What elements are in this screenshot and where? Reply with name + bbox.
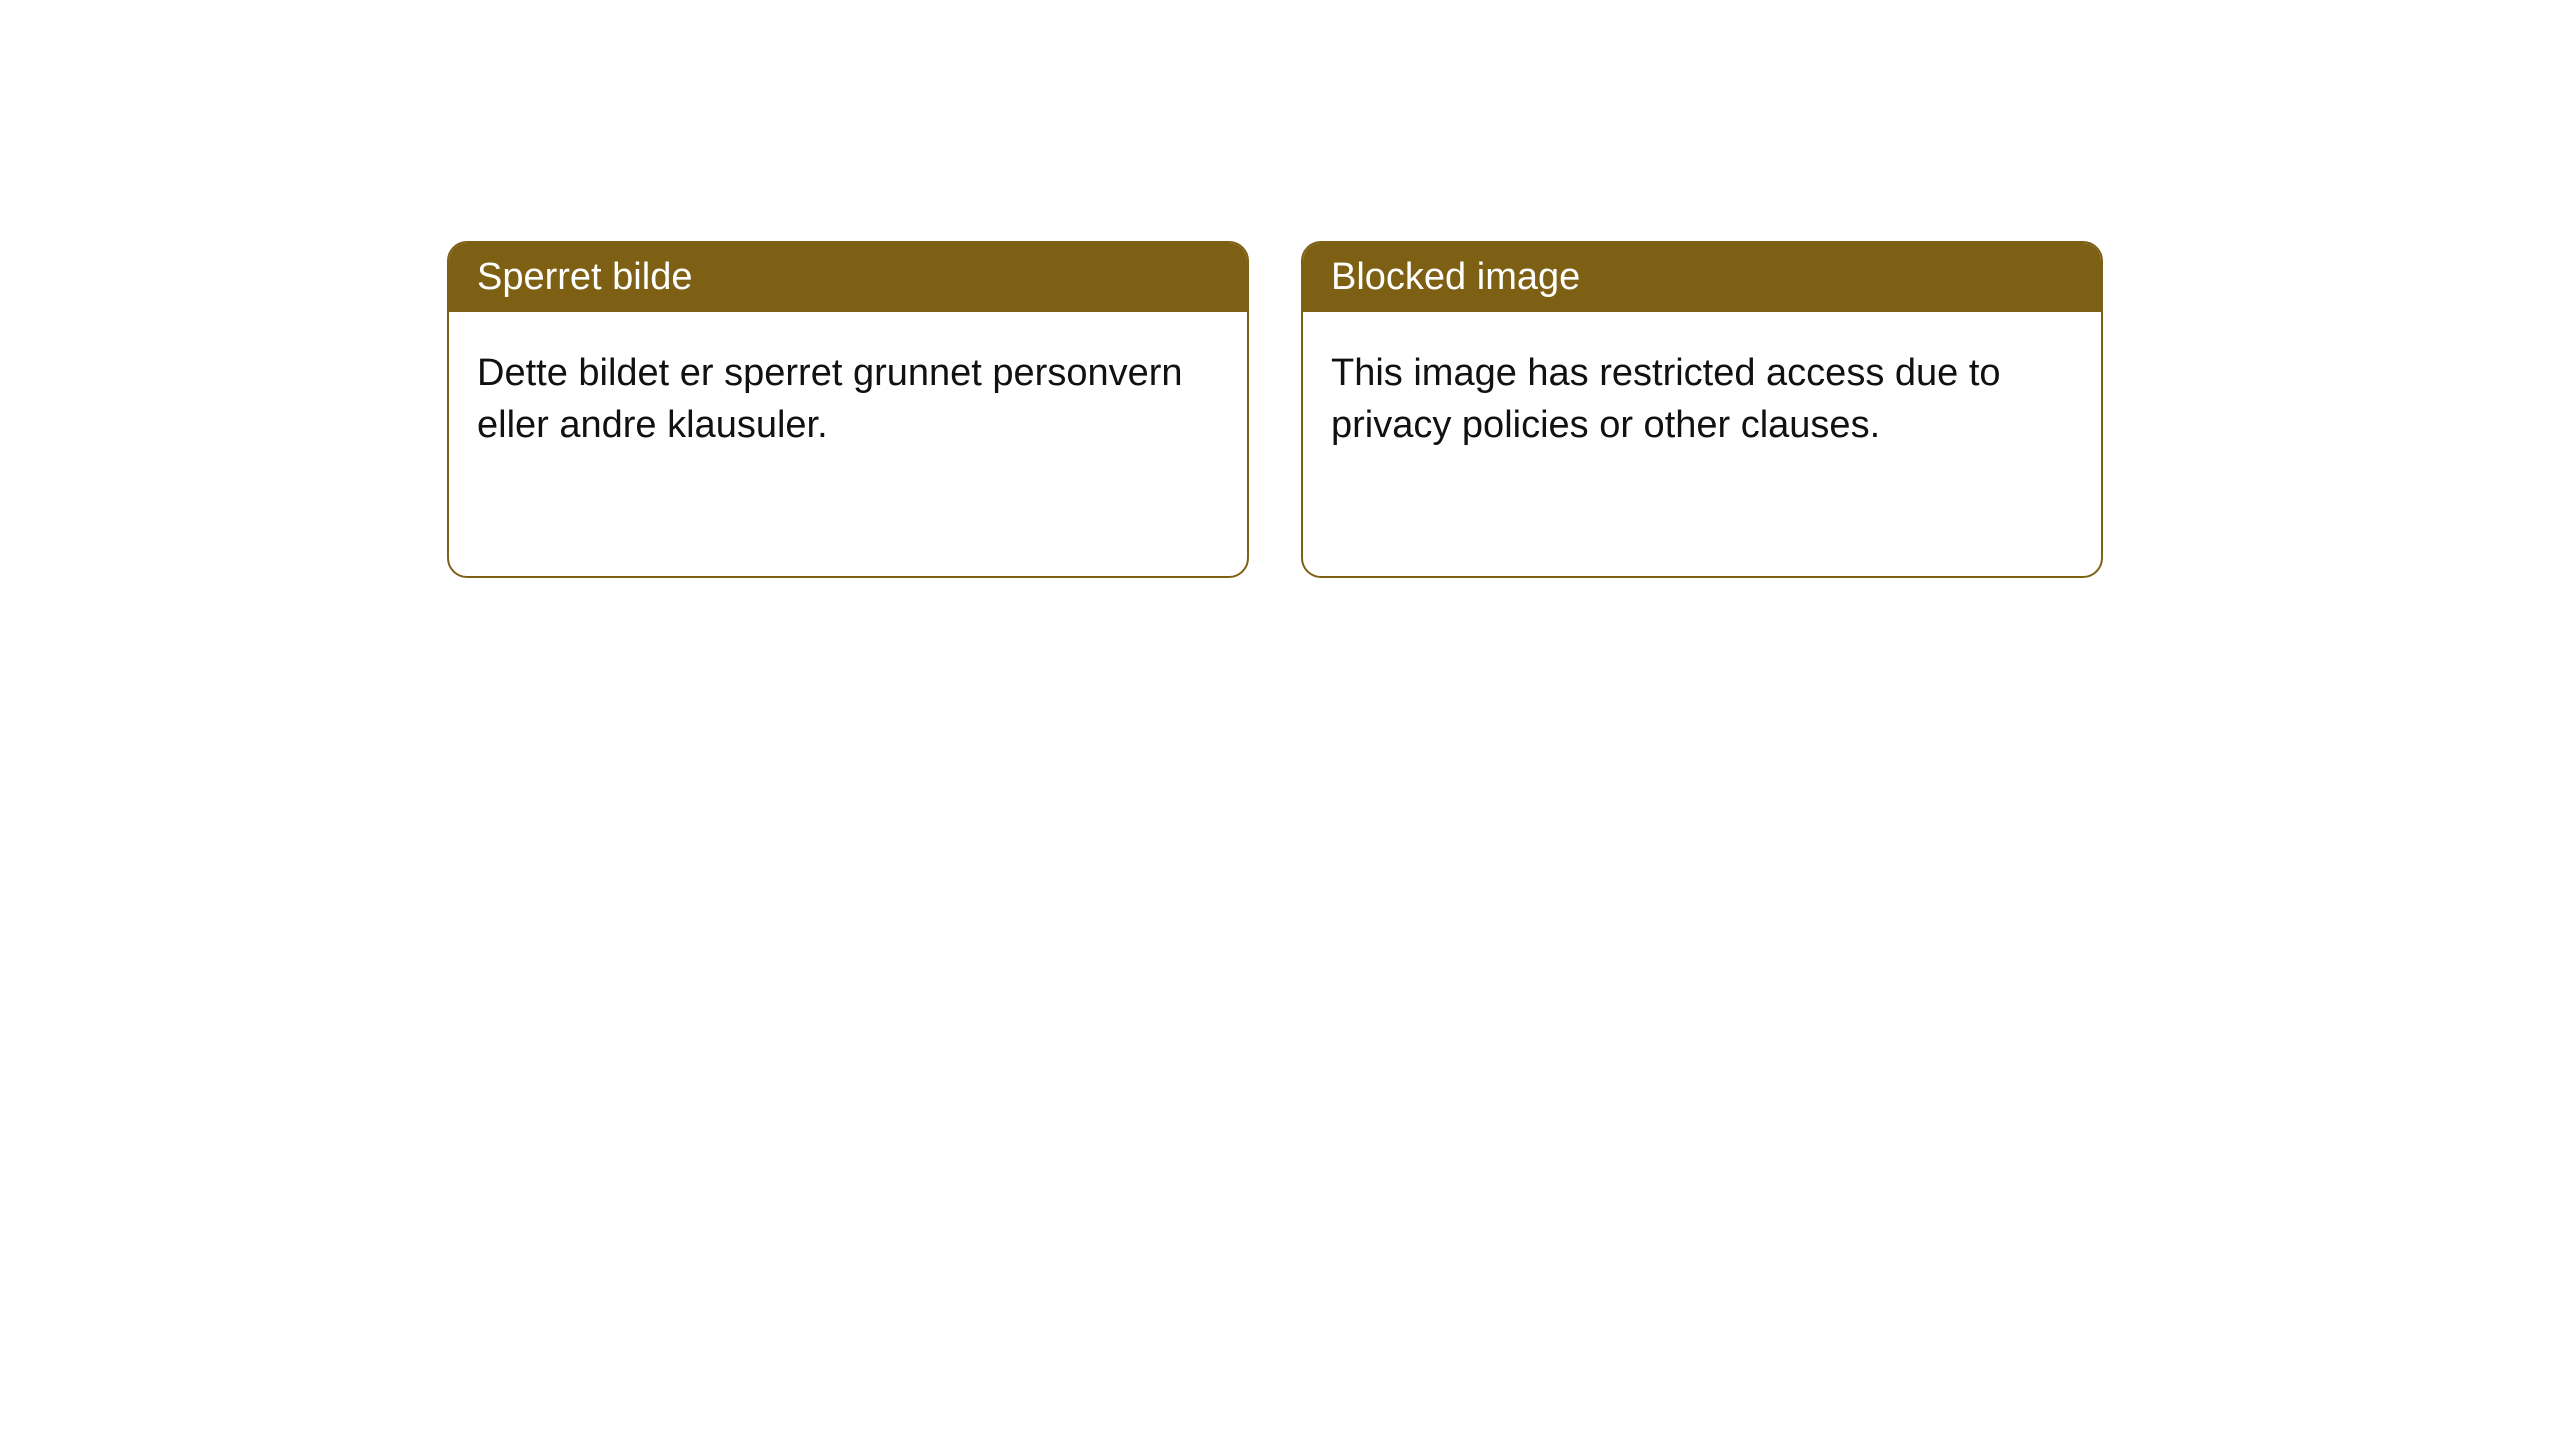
blocked-image-panel: Sperret bilde Dette bildet er sperret gr… (447, 241, 2103, 578)
blocked-card-en: Blocked image This image has restricted … (1301, 241, 2103, 578)
blocked-card-body-en: This image has restricted access due to … (1303, 312, 2101, 487)
blocked-card-no: Sperret bilde Dette bildet er sperret gr… (447, 241, 1249, 578)
blocked-card-title-en: Blocked image (1303, 243, 2101, 312)
blocked-card-body-no: Dette bildet er sperret grunnet personve… (449, 312, 1247, 487)
blocked-card-title-no: Sperret bilde (449, 243, 1247, 312)
